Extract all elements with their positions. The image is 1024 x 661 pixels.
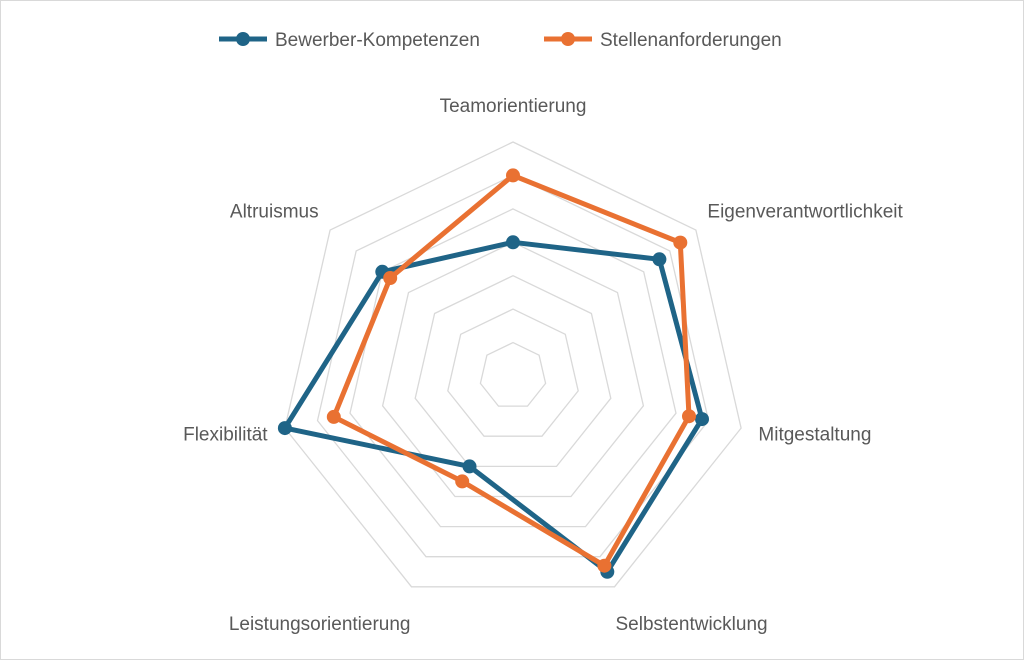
- category-label: Flexibilität: [183, 425, 268, 446]
- data-point: [506, 168, 520, 183]
- legend-label: Bewerber-Kompetenzen: [275, 30, 480, 51]
- data-point: [462, 459, 477, 474]
- radar-grid: [284, 141, 742, 588]
- data-series: [277, 168, 709, 579]
- grid-ring: [414, 274, 612, 468]
- series-line: [282, 239, 705, 575]
- data-point: [326, 409, 341, 424]
- data-point: [682, 409, 696, 424]
- data-point: [652, 252, 667, 267]
- grid-ring: [349, 208, 677, 528]
- category-label: Leistungsorientierung: [229, 614, 411, 635]
- grid-ring: [316, 174, 710, 558]
- series-1: [326, 168, 696, 573]
- legend-item: Stellenanforderungen: [544, 30, 782, 51]
- grid-ring: [447, 308, 579, 437]
- data-point: [597, 558, 612, 573]
- category-labels: Teamorientierung Eigenverantwortlichkeit M…: [183, 96, 903, 635]
- data-point: [455, 474, 470, 489]
- grid-ring: [381, 241, 645, 498]
- legend: Bewerber-Kompetenzen Stellenanforderungen: [219, 30, 782, 51]
- grid-ring: [284, 141, 742, 588]
- data-point: [695, 412, 709, 427]
- series-line: [331, 172, 692, 569]
- data-point: [277, 421, 292, 436]
- series-0: [277, 235, 709, 579]
- category-label: Altruismus: [230, 201, 319, 222]
- category-label: Mitgestaltung: [758, 425, 871, 446]
- data-point: [506, 235, 520, 250]
- legend-item: Bewerber-Kompetenzen: [219, 30, 480, 51]
- category-label: Eigenverantwortlichkeit: [707, 201, 903, 222]
- legend-label: Stellenanforderungen: [600, 30, 782, 51]
- category-label: Teamorientierung: [440, 96, 587, 117]
- category-label: Selbstentwicklung: [616, 614, 768, 635]
- data-point: [673, 235, 688, 250]
- legend-marker: [561, 32, 575, 46]
- data-point: [383, 271, 398, 285]
- grid-ring: [479, 341, 547, 407]
- legend-marker: [236, 32, 250, 46]
